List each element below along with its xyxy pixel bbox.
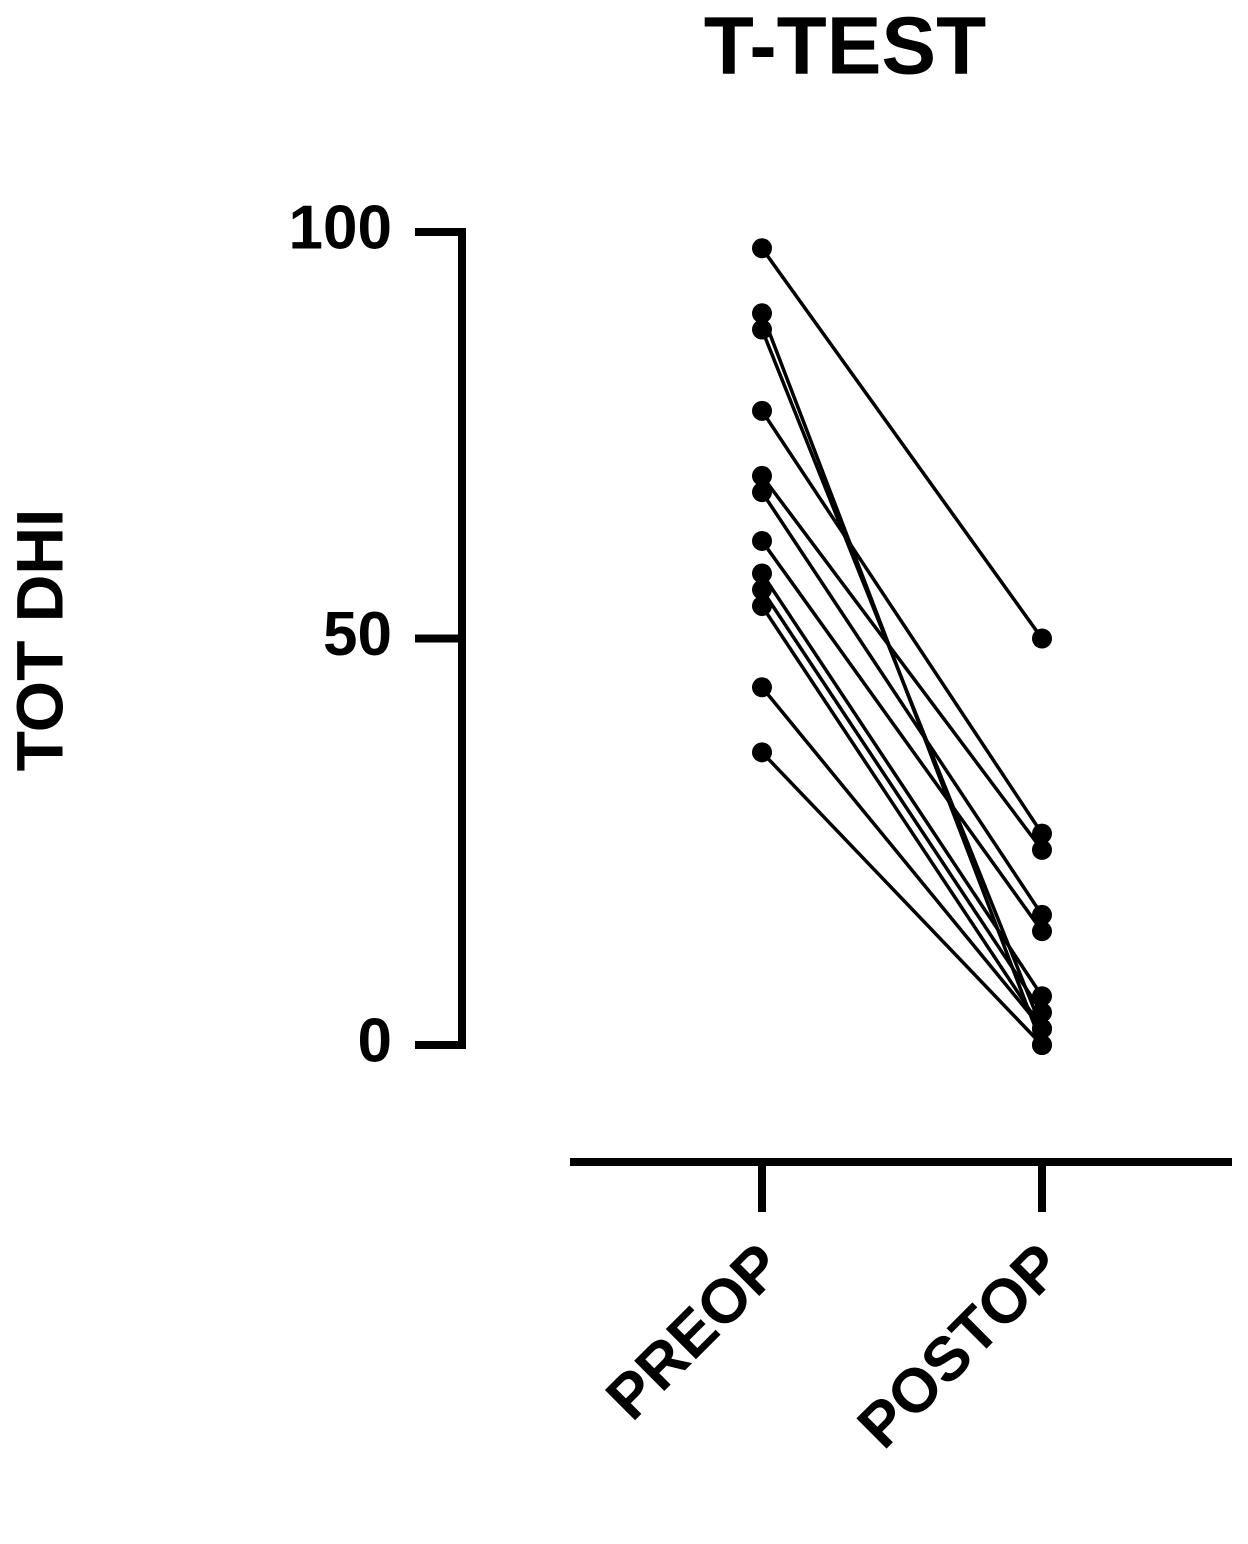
point	[752, 563, 772, 584]
point	[752, 742, 772, 763]
pair-line	[760, 539, 1044, 933]
point	[752, 482, 772, 503]
point	[752, 677, 772, 698]
point	[752, 530, 772, 551]
pair-line	[760, 686, 1044, 1030]
point	[752, 238, 772, 259]
y-axis-label: TOT DHI	[2, 509, 76, 772]
point	[1032, 1018, 1052, 1039]
pair-line	[760, 247, 1044, 640]
x-tick-label: POSTOP	[845, 1231, 1076, 1462]
y-tick-label: 0	[358, 1006, 392, 1075]
point	[752, 579, 772, 600]
pair-line	[760, 605, 1044, 1030]
point	[1032, 904, 1052, 925]
point	[1032, 1035, 1052, 1055]
pair-line	[760, 572, 1044, 998]
point	[1032, 986, 1052, 1007]
point	[1032, 823, 1052, 844]
point	[1032, 921, 1052, 942]
pair-line	[760, 751, 1044, 1047]
chart-title: T-TEST	[704, 1, 986, 92]
point	[1032, 839, 1052, 860]
point	[752, 400, 772, 421]
point	[1032, 628, 1052, 649]
point	[752, 465, 772, 486]
pair-line	[760, 409, 1044, 835]
point	[752, 319, 772, 340]
point	[752, 595, 772, 616]
pair-line	[760, 588, 1044, 1014]
pair-line	[760, 491, 1044, 916]
point	[1032, 1002, 1052, 1023]
y-tick-label: 50	[323, 600, 392, 669]
pair-line	[760, 328, 1044, 1030]
y-tick-label: 100	[289, 193, 392, 262]
pair-line	[760, 474, 1044, 851]
point	[752, 303, 772, 324]
x-tick-label: PREOP	[593, 1231, 795, 1433]
